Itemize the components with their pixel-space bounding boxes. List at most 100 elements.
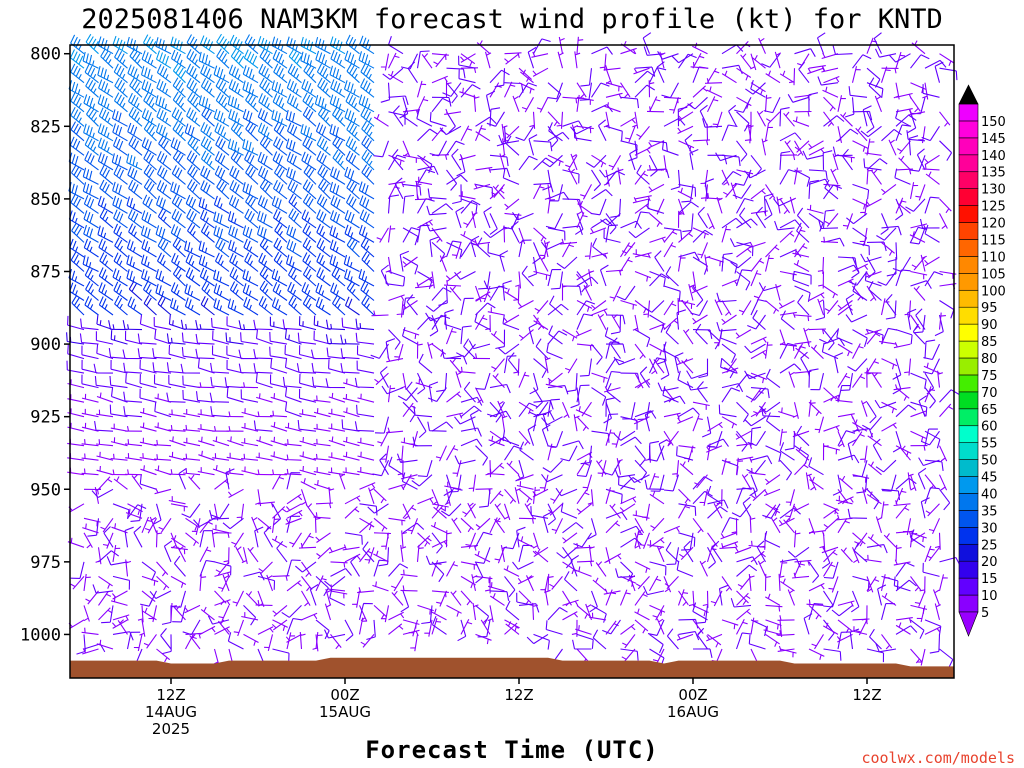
wind-barb: [242, 225, 259, 243]
wind-barb: [632, 197, 650, 204]
wind-barb: [444, 315, 462, 331]
wind-barb: [344, 50, 360, 69]
wind-barb: [895, 617, 913, 624]
wind-barb: [419, 155, 433, 171]
wind-barb: [170, 181, 186, 200]
wind-barb: [460, 575, 476, 589]
wind-barb: [313, 315, 331, 331]
wind-barb: [257, 151, 273, 171]
wind-barb: [70, 92, 85, 113]
wind-barb: [286, 151, 302, 171]
wind-barb: [198, 254, 215, 272]
wind-barb: [228, 79, 244, 98]
colorbar-swatch: [958, 205, 979, 223]
wind-barb: [125, 439, 143, 447]
wind-barb: [742, 496, 752, 519]
wind-barb: [274, 222, 288, 243]
wind-barb: [504, 488, 517, 504]
wind-barb: [489, 490, 504, 505]
wind-barb: [431, 241, 446, 263]
wind-barb: [451, 242, 462, 259]
wind-barb: [286, 93, 302, 113]
wind-barb: [211, 503, 230, 519]
wind-barb: [735, 269, 751, 287]
wind-barb: [418, 353, 433, 374]
x-tick-label: 12Z: [156, 686, 185, 704]
wind-barb: [518, 82, 535, 94]
wind-barb: [228, 225, 244, 243]
wind-barb: [284, 387, 302, 403]
wind-barb: [388, 70, 404, 84]
wind-barb: [785, 503, 796, 521]
wind-barb: [98, 79, 114, 98]
wind-barb: [663, 525, 680, 534]
wind-barb: [157, 165, 172, 185]
wind-barb: [846, 212, 868, 225]
wind-barb: [604, 102, 621, 113]
wind-barb: [707, 67, 720, 83]
wind-barb: [844, 97, 855, 118]
wind-barb: [302, 266, 317, 287]
wind-barb: [98, 591, 112, 606]
wind-barb: [460, 200, 481, 214]
wind-barb: [502, 430, 520, 447]
wind-barb: [620, 623, 636, 635]
wind-barb: [907, 308, 917, 330]
wind-barb: [924, 459, 944, 471]
wind-barb: [938, 574, 948, 592]
wind-barb: [400, 569, 418, 577]
wind-barb: [156, 648, 171, 663]
wind-barb: [504, 125, 520, 139]
wind-barb: [200, 77, 215, 98]
wind-barb: [287, 281, 302, 301]
wind-barb: [460, 561, 478, 570]
wind-barb: [904, 358, 912, 376]
wind-barb: [877, 271, 897, 286]
wind-barb: [273, 121, 288, 142]
wind-barb: [649, 67, 667, 83]
wind-barb: [416, 224, 430, 243]
wind-barb: [112, 136, 128, 156]
wind-barb: [68, 619, 85, 630]
wind-barb: [332, 295, 346, 316]
wind-barb: [653, 358, 665, 374]
wind-barb: [358, 268, 375, 287]
wind-barb: [460, 242, 480, 258]
wind-barb: [272, 49, 288, 69]
wind-barb: [222, 574, 230, 592]
wind-barb: [189, 634, 201, 650]
wind-barb: [358, 94, 375, 113]
wind-barb: [504, 53, 520, 65]
wind-barb: [68, 152, 85, 171]
wind-barb: [214, 165, 230, 185]
wind-barb: [700, 169, 709, 187]
wind-barb: [871, 169, 882, 185]
wind-barb: [155, 37, 172, 55]
wind-barb: [269, 316, 288, 331]
wind-barb: [764, 198, 773, 221]
colorbar-swatch: [958, 340, 979, 359]
wind-barb: [764, 124, 773, 141]
wind-barb: [273, 237, 288, 258]
wind-barb: [634, 532, 641, 550]
wind-barb: [97, 94, 114, 113]
wind-barb: [200, 295, 215, 316]
wind-barb: [340, 348, 360, 360]
wind-barb: [421, 605, 433, 625]
wind-barb: [259, 266, 273, 287]
wind-barb: [864, 367, 882, 374]
wind-barb: [920, 430, 940, 446]
wind-barb: [185, 252, 201, 272]
wind-barb: [716, 292, 737, 303]
wind-barb: [902, 518, 912, 536]
wind-barb: [473, 183, 491, 190]
wind-barb: [128, 92, 143, 113]
wind-barb: [80, 318, 99, 331]
wind-barb: [328, 392, 346, 403]
wind-barb: [184, 123, 201, 142]
wind-barb: [402, 256, 419, 275]
wind-barb: [817, 298, 825, 316]
wind-barb: [518, 402, 538, 418]
wind-barb: [229, 165, 244, 185]
